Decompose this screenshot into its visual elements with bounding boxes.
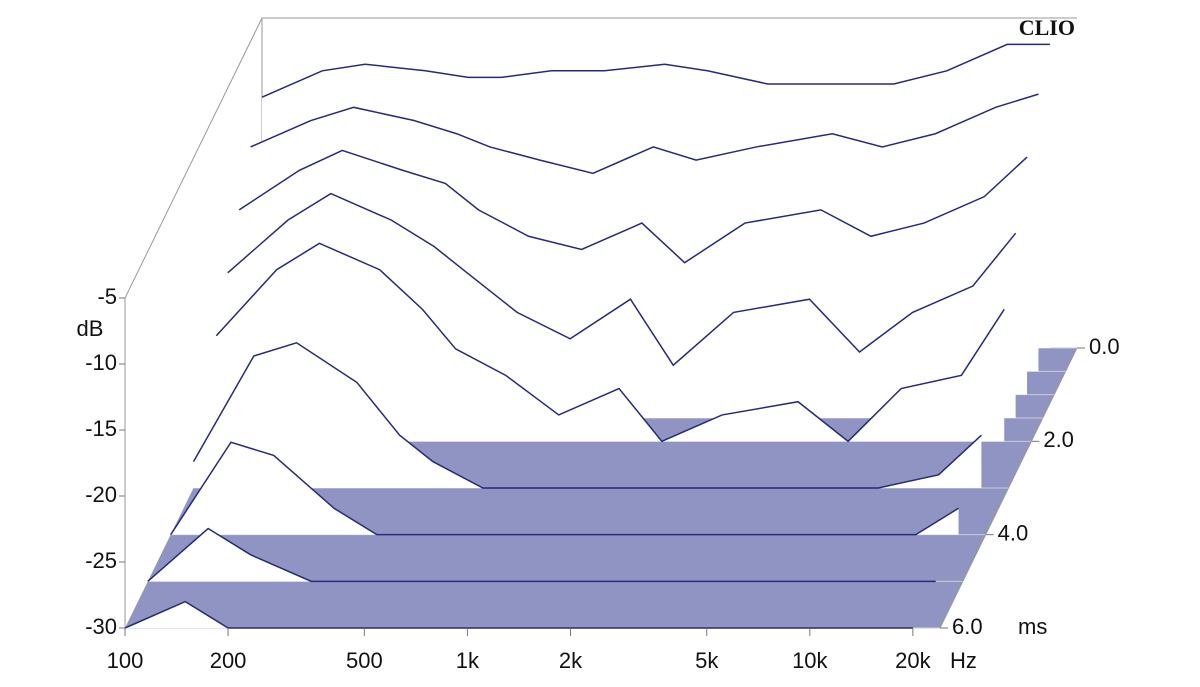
- z-unit: ms: [1018, 614, 1047, 639]
- x-tick-label: 10k: [792, 648, 828, 673]
- x-tick-label: 1k: [456, 648, 480, 673]
- x-tick-label: 2k: [559, 648, 583, 673]
- slice-line: [227, 192, 1017, 367]
- chart-title: CLIO: [1019, 15, 1075, 40]
- z-tick-label: 2.0: [1043, 427, 1074, 452]
- z-tick-label: 6.0: [952, 614, 983, 639]
- y-tick-label: -20: [85, 482, 117, 507]
- slice-line: [147, 527, 936, 583]
- x-tick-label: 20k: [895, 648, 931, 673]
- x-tick-label: 500: [346, 648, 383, 673]
- slice-line: [215, 242, 1005, 443]
- slice-line: [250, 93, 1039, 175]
- y-axis-label: dB: [77, 316, 104, 341]
- z-tick-label: 4.0: [998, 520, 1029, 545]
- slice-fill: [125, 601, 913, 628]
- y-tick-label: -15: [85, 416, 117, 441]
- slice-line: [124, 600, 913, 629]
- y-tick-label: -10: [85, 350, 117, 375]
- slice-line: [261, 43, 1050, 98]
- slice-line: [192, 341, 982, 489]
- x-tick-label: 100: [107, 648, 144, 673]
- z-tick-label: 0.0: [1089, 334, 1120, 359]
- x-tick-label: 200: [210, 648, 247, 673]
- y-tick-label: -5: [97, 284, 117, 309]
- slice-line: [170, 441, 959, 536]
- slice-line: [238, 149, 1028, 264]
- x-tick-label: 5k: [695, 648, 719, 673]
- slice-fill: [216, 243, 1005, 442]
- slice-fill: [147, 528, 936, 582]
- y-tick-label: -30: [85, 614, 117, 639]
- slice-fill: [170, 442, 959, 535]
- x-unit: Hz: [950, 648, 977, 673]
- slice-fill: [193, 342, 982, 488]
- y-tick-label: -25: [85, 548, 117, 573]
